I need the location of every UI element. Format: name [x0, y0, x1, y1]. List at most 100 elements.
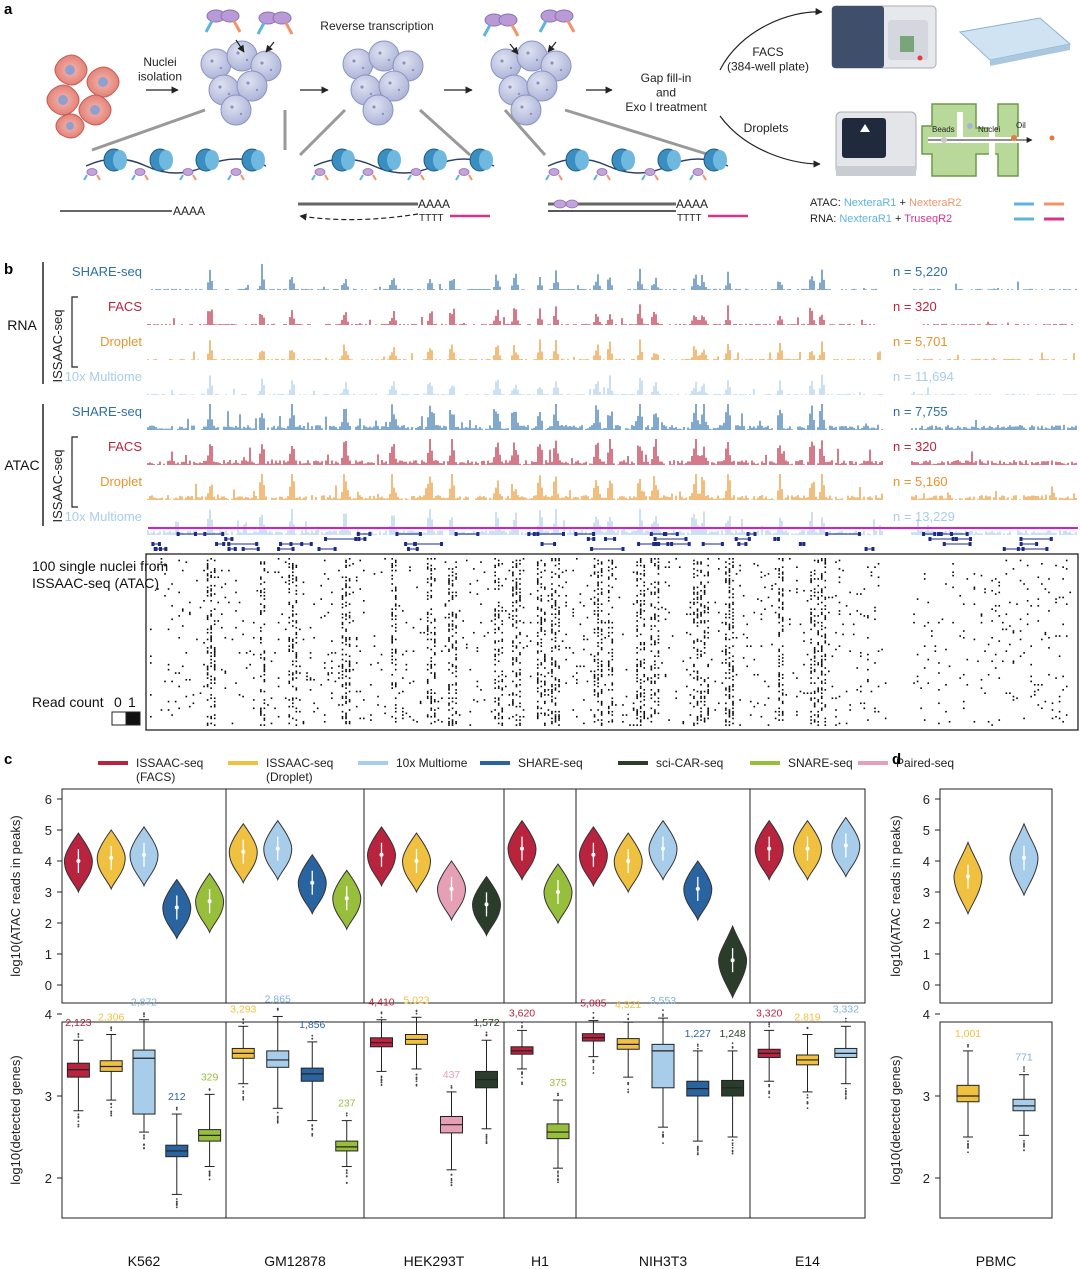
- box-label-GM12878-2: 1,856: [299, 1019, 325, 1031]
- well-plate-icon: [958, 17, 1072, 66]
- polya-label-2: AAAA: [418, 197, 450, 211]
- box-NIH3T3-4: 1,248: [719, 1028, 746, 1155]
- violin-HEK293T-2: [436, 860, 467, 922]
- violin-GM12878-3: [332, 869, 362, 931]
- panel-d: d: [892, 751, 901, 768]
- box-axes: 2 2 3 3 4 4 log10(detected genes) log10(detecte…: [8, 1007, 1053, 1219]
- track-rna-2-signal: [147, 339, 1075, 360]
- legend-label-2: 10x Multiome: [396, 756, 468, 770]
- box-plots: 2,123 2,306 2,872 212 329 3,293 2,865 1,856 237 4…: [65, 993, 1036, 1209]
- issaac-label-rna: ISSAAC-seq: [50, 310, 65, 383]
- violin-NIH3T3-3: [683, 860, 713, 922]
- panel-b: b RNA ATAC SHARE-seq n = 5,220 FACS n = 320…: [4, 261, 1079, 731]
- read-count-swatch-1: [125, 711, 141, 726]
- violin-tick-c-1: 1: [45, 947, 52, 962]
- legend-label-0: ISSAAC-seq (FACS): [136, 756, 203, 784]
- nuclei-group-2-icon: [342, 40, 424, 126]
- issaac-bracket-atac: [71, 436, 78, 508]
- box-PBMC-0: 1,001: [955, 1028, 981, 1154]
- box-NIH3T3-1: 4,321: [615, 999, 641, 1094]
- violin-tick-d-6: 6: [923, 792, 930, 807]
- box-label-K562-0: 2,123: [65, 1017, 91, 1029]
- cell-line-label-2: HEK293T: [404, 1253, 465, 1269]
- violin-GM12878-1: [263, 819, 293, 882]
- violin-K562-0: [63, 832, 93, 894]
- track-atac-1-name: FACS: [108, 439, 142, 454]
- violin-H1-0: [507, 819, 537, 882]
- single-nuclei-heatmap-frame: [145, 553, 1079, 731]
- cell-line-label-6: PBMC: [976, 1253, 1016, 1269]
- violin-tick-c-0: 0: [45, 978, 52, 993]
- box-GM12878-1: 2,865: [265, 993, 291, 1124]
- box-frame-c: [61, 1021, 866, 1219]
- violin-ylabel-d: log10(ATAC reads in peaks): [888, 815, 903, 976]
- track-rna-0-signal: [151, 264, 1077, 290]
- box-label-E14-0: 3,320: [756, 1007, 782, 1019]
- box-label-H1-0: 3,620: [509, 1007, 535, 1019]
- panel-letter-b: b: [4, 261, 13, 278]
- violin-E14-1: [792, 819, 823, 882]
- nuclei-group-3-icon: [490, 40, 572, 126]
- track-atac-2-name: Droplet: [100, 474, 142, 489]
- track-rna-1-count: n = 320: [893, 299, 937, 314]
- box-HEK293T-0: 4,410: [368, 997, 395, 1086]
- box-H1-1: 375: [546, 1077, 570, 1184]
- panel-letter-a: a: [4, 1, 13, 18]
- rna-group-label: RNA: [7, 317, 37, 333]
- track-atac-3-count: n = 13,229: [893, 509, 955, 524]
- box-HEK293T-2: 437: [440, 1069, 463, 1187]
- violin-tick-d-1: 1: [923, 947, 930, 962]
- violin-ylabel-c: log10(ATAC reads in peaks): [8, 815, 23, 976]
- box-HEK293T-1: 5,023: [403, 994, 430, 1087]
- atac-group-label: ATAC: [4, 457, 39, 473]
- read-count-min: 0: [114, 694, 122, 710]
- box-frame-d: [939, 1021, 1053, 1219]
- box-K562-0: 2,123: [65, 1017, 92, 1128]
- track-rna-1-name: FACS: [108, 299, 142, 314]
- box-label-K562-2: 2,872: [131, 997, 157, 1009]
- track-rna-3-signal: [147, 374, 1077, 395]
- legend-label-6: Paired-seq: [896, 756, 954, 770]
- track-rna-1-signal: [147, 304, 1073, 325]
- violin-plots: [63, 816, 1039, 999]
- violin-tick-d-4: 4: [923, 854, 930, 869]
- box-tick-d-1: 3: [923, 1089, 930, 1104]
- box-ylabel-d: log10(detected genes): [888, 1055, 903, 1184]
- adapter-legend-atac: ATAC: NexteraR1 + NexteraR2: [810, 197, 962, 209]
- box-label-HEK293T-1: 5,023: [403, 994, 429, 1006]
- track-atac-1-signal: [147, 439, 1077, 465]
- box-NIH3T3-3: 1,227: [685, 1028, 711, 1156]
- box-label-H1-1: 375: [549, 1077, 567, 1089]
- violin-NIH3T3-1: [613, 832, 643, 894]
- track-rna-3-count: n = 11,694: [893, 369, 954, 384]
- read-count-swatch-0: [111, 711, 127, 726]
- chromatin-icons: [83, 148, 729, 181]
- box-label-K562-3: 212: [168, 1091, 186, 1103]
- box-label-E14-2: 3,332: [833, 1003, 859, 1015]
- cell-line-label-3: H1: [531, 1253, 549, 1269]
- box-label-GM12878-0: 3,293: [230, 1003, 256, 1015]
- mrna-diagrams: AAAA AAAA TTTT AAAA TTTT: [60, 197, 748, 224]
- box-ylabel-c: log10(detected genes): [8, 1055, 23, 1184]
- droplets-label: Droplets: [744, 121, 789, 135]
- adapter-legend-rna: RNA: NexteraR1 + TruseqR2: [810, 213, 952, 225]
- read-count-max: 1: [128, 694, 136, 710]
- violin-HEK293T-0: [366, 826, 397, 888]
- box-K562-3: 212: [165, 1091, 189, 1209]
- track-atac-0-signal: [147, 404, 1077, 430]
- single-nuclei-heatmap: [150, 558, 1072, 726]
- violin-tick-c-2: 2: [45, 916, 52, 931]
- cell-line-label-0: K562: [128, 1253, 161, 1269]
- box-H1-0: 3,620: [509, 1007, 535, 1086]
- box-label-E14-1: 2,819: [794, 1012, 820, 1024]
- violin-NIH3T3-0: [578, 826, 608, 888]
- violin-K562-1: [96, 829, 126, 891]
- violin-K562-3: [162, 878, 192, 940]
- step-nuclei-isolation-label: Nuclei isolation: [138, 55, 182, 83]
- polya-label-3: AAAA: [676, 197, 708, 211]
- read-count-label: Read count: [32, 694, 104, 710]
- box-label-K562-4: 329: [201, 1071, 219, 1083]
- track-rna-2-count: n = 5,701: [893, 334, 948, 349]
- box-label-GM12878-1: 2,865: [265, 993, 291, 1005]
